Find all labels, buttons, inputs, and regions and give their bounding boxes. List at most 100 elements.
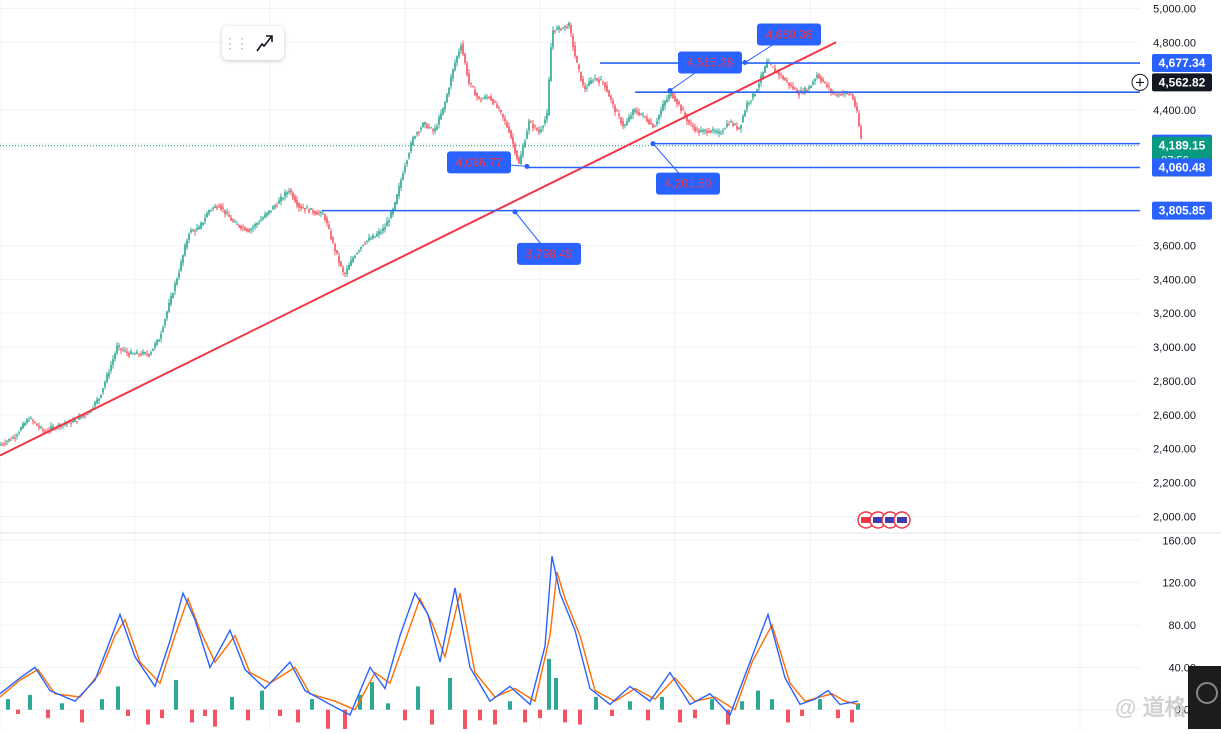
candle (648, 119, 650, 125)
candle (628, 117, 630, 122)
candle (786, 80, 788, 82)
candle (126, 351, 128, 354)
candle (58, 423, 60, 426)
candle (254, 223, 256, 227)
candle (422, 122, 424, 128)
candle (856, 105, 858, 111)
candle (236, 223, 238, 225)
candle (830, 88, 832, 92)
histogram-bar (646, 709, 650, 721)
candle (816, 74, 818, 78)
candle (544, 119, 546, 124)
candle (582, 78, 584, 85)
candle (620, 117, 622, 124)
candle (842, 93, 844, 95)
candle (624, 124, 626, 126)
candle (606, 85, 608, 92)
arrow-tool-icon[interactable] (248, 26, 282, 60)
candle (336, 250, 338, 254)
candle (198, 226, 200, 230)
candle (154, 343, 156, 348)
histogram-bar (563, 709, 567, 723)
candle (260, 219, 262, 222)
histogram-bar (126, 709, 130, 717)
candle (654, 125, 656, 127)
candle (706, 131, 708, 134)
candle (828, 86, 830, 88)
candle (690, 123, 692, 125)
candle (714, 131, 716, 133)
candle (460, 45, 462, 51)
histogram-bar (326, 709, 330, 729)
candle (462, 43, 464, 55)
candle (726, 123, 728, 127)
candle (200, 222, 202, 229)
candle (120, 348, 122, 350)
histogram-bar (296, 709, 300, 723)
candle (510, 130, 512, 138)
candle (798, 91, 800, 96)
candle (352, 257, 354, 262)
candle (238, 224, 240, 228)
candle (224, 209, 226, 214)
candle (438, 117, 440, 125)
candle (494, 101, 496, 103)
candle (196, 227, 198, 230)
candle (550, 47, 552, 82)
candle (194, 230, 196, 232)
avatar[interactable] (1188, 666, 1221, 729)
candle (94, 402, 96, 407)
candle (398, 186, 400, 197)
histogram-bar (46, 709, 50, 719)
candle (722, 130, 724, 132)
drag-handle-icon[interactable]: ⋮⋮ (223, 34, 249, 51)
candle (614, 105, 616, 113)
candle (656, 121, 658, 125)
candle (778, 72, 780, 76)
candle (8, 438, 10, 441)
candle (716, 130, 718, 133)
candle (432, 129, 434, 132)
candle (530, 121, 532, 123)
candle (730, 121, 732, 123)
candle (18, 432, 20, 434)
candle (580, 71, 582, 81)
histogram-bar (628, 701, 632, 710)
candle (324, 214, 326, 221)
candle (188, 233, 190, 240)
candle (204, 218, 206, 222)
indicator-axis-tick: 80.00 (1168, 620, 1196, 632)
candle (150, 352, 152, 354)
candle (792, 86, 794, 89)
floating-drawing-toolbar[interactable]: ⋮⋮ (222, 26, 284, 60)
candle (346, 268, 348, 274)
candle (348, 264, 350, 270)
candle (436, 126, 438, 130)
histogram-bar (386, 703, 390, 710)
candles-group (0, 21, 862, 447)
histogram-bar (726, 709, 730, 725)
histogram-bar (430, 709, 434, 725)
candle (34, 421, 36, 423)
candle (836, 94, 838, 97)
candle (430, 127, 432, 129)
candle (616, 110, 618, 112)
candle (162, 327, 164, 332)
watermark: @ 道格 (1115, 695, 1187, 720)
histogram-bar (310, 699, 314, 710)
candle (736, 125, 738, 130)
histogram-bar (836, 709, 840, 719)
candle (134, 353, 136, 355)
candle (332, 237, 334, 243)
histogram-bar (403, 709, 407, 721)
candle (774, 68, 776, 72)
histogram-bar (370, 682, 374, 710)
candle (314, 211, 316, 214)
histogram-bar (800, 709, 804, 717)
candle (650, 121, 652, 124)
candle (10, 439, 12, 441)
candle (98, 398, 100, 401)
candle (440, 113, 442, 120)
